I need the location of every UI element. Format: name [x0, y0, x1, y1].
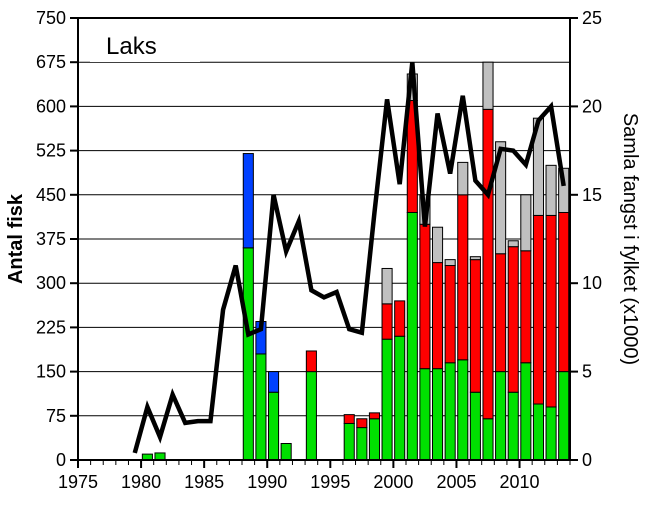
- svg-text:0: 0: [56, 450, 66, 470]
- svg-text:0: 0: [582, 450, 592, 470]
- bar-grey: [546, 165, 556, 215]
- bar-green: [357, 428, 367, 460]
- bar-green: [432, 369, 442, 460]
- chart-area: 1975198019851990199520002005201007515022…: [0, 0, 647, 516]
- bar-green: [344, 423, 354, 460]
- bar-red: [369, 413, 379, 419]
- svg-text:1995: 1995: [310, 472, 350, 492]
- bar-red: [546, 215, 556, 407]
- bar-green: [407, 212, 417, 460]
- bar-green: [521, 363, 531, 460]
- bar-green: [470, 392, 480, 460]
- bar-grey: [470, 257, 480, 260]
- bar-green: [508, 392, 518, 460]
- svg-text:375: 375: [36, 229, 66, 249]
- bar-grey: [458, 162, 468, 194]
- bar-grey: [508, 241, 518, 247]
- bar-red: [420, 224, 430, 368]
- bar-green: [155, 453, 165, 460]
- bar-blue: [268, 372, 278, 393]
- svg-text:20: 20: [582, 96, 602, 116]
- bar-red: [432, 263, 442, 369]
- bar-green: [559, 372, 569, 460]
- bar-red: [445, 266, 455, 363]
- bar-blue: [243, 154, 253, 248]
- svg-text:10: 10: [582, 273, 602, 293]
- bar-green: [243, 248, 253, 460]
- bar-green: [306, 372, 316, 460]
- bar-red: [357, 419, 367, 428]
- bar-red: [382, 304, 392, 339]
- bar-green: [533, 404, 543, 460]
- bar-red: [559, 212, 569, 371]
- bar-grey: [483, 62, 493, 109]
- bar-green: [546, 407, 556, 460]
- y-left-label: Antal fisk: [5, 193, 27, 284]
- svg-text:600: 600: [36, 96, 66, 116]
- bar-green: [281, 443, 291, 460]
- bar-red: [483, 109, 493, 418]
- bar-grey: [432, 227, 442, 262]
- bar-green: [458, 360, 468, 460]
- svg-text:300: 300: [36, 273, 66, 293]
- bar-grey: [521, 195, 531, 251]
- svg-text:2010: 2010: [500, 472, 540, 492]
- bar-red: [496, 254, 506, 372]
- bar-grey: [382, 268, 392, 303]
- bar-grey: [445, 260, 455, 266]
- svg-text:1980: 1980: [121, 472, 161, 492]
- y-right-label: Samla fangst i fylket (x1000): [619, 113, 641, 365]
- svg-text:2000: 2000: [373, 472, 413, 492]
- svg-text:675: 675: [36, 52, 66, 72]
- bar-green: [256, 354, 266, 460]
- svg-text:15: 15: [582, 185, 602, 205]
- bar-red: [508, 247, 518, 393]
- svg-text:225: 225: [36, 317, 66, 337]
- bar-green: [483, 419, 493, 460]
- bar-red: [470, 260, 480, 393]
- svg-text:525: 525: [36, 141, 66, 161]
- bar-red: [395, 301, 405, 336]
- bar-red: [521, 251, 531, 363]
- bar-green: [382, 339, 392, 460]
- bar-red: [306, 351, 316, 372]
- bar-green: [268, 392, 278, 460]
- bar-green: [369, 419, 379, 460]
- svg-text:1975: 1975: [58, 472, 98, 492]
- svg-text:75: 75: [46, 406, 66, 426]
- svg-text:1990: 1990: [247, 472, 287, 492]
- bar-green: [496, 372, 506, 460]
- bar-green: [445, 363, 455, 460]
- svg-text:25: 25: [582, 8, 602, 28]
- bar-red: [458, 195, 468, 360]
- bar-red: [533, 215, 543, 404]
- svg-text:450: 450: [36, 185, 66, 205]
- svg-text:1985: 1985: [184, 472, 224, 492]
- bar-red: [344, 415, 354, 424]
- svg-text:150: 150: [36, 362, 66, 382]
- chart-svg: 1975198019851990199520002005201007515022…: [0, 0, 647, 516]
- chart-title: Laks: [106, 33, 157, 60]
- bar-green: [420, 369, 430, 460]
- svg-text:5: 5: [582, 362, 592, 382]
- svg-text:2005: 2005: [436, 472, 476, 492]
- svg-text:750: 750: [36, 8, 66, 28]
- bar-green: [395, 336, 405, 460]
